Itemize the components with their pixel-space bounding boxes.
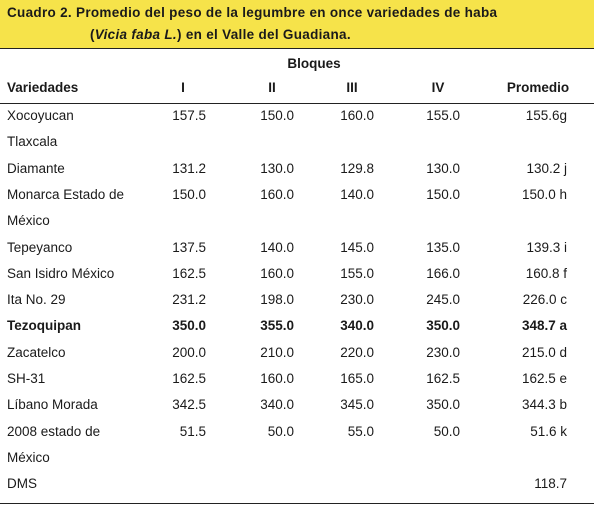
block-4-cell: 350.0 <box>426 397 460 412</box>
variety-cell: Monarca Estado de <box>7 187 125 202</box>
variety-cell: Tlaxcala <box>7 134 58 149</box>
block-4-cell: 50.0 <box>433 424 460 439</box>
top-rule <box>0 48 594 49</box>
promedio-cell: 150.0 h <box>521 187 567 202</box>
caption-line-2-rest: ) en el Valle del Guadiana. <box>176 27 351 42</box>
variety-cell: Tezoquipan <box>7 318 81 333</box>
block-1-cell: 342.5 <box>172 397 206 412</box>
promedio-cell: 139.3 i <box>526 240 567 255</box>
variety-cell: Diamante <box>7 161 65 176</box>
block-3-cell: 340.0 <box>340 318 374 333</box>
promedio-cell: 160.8 f <box>525 266 567 281</box>
block-3-cell: 155.0 <box>340 266 374 281</box>
block-2-cell: 340.0 <box>260 397 294 412</box>
header-rule <box>0 103 594 104</box>
block-3-cell: 345.0 <box>340 397 374 412</box>
caption-line-2: (Vicia faba L.) en el Valle del Guadiana… <box>90 27 351 42</box>
block-1-cell: 137.5 <box>172 240 206 255</box>
block-1-cell: 51.5 <box>179 424 206 439</box>
promedio-cell: 162.5 e <box>521 371 567 386</box>
block-3-cell: 55.0 <box>347 424 374 439</box>
promedio-cell: 155.6g <box>525 108 567 123</box>
block-1-cell: 350.0 <box>172 318 206 333</box>
variety-cell: Xocoyucan <box>7 108 74 123</box>
column-header-variedades: Variedades <box>7 80 79 95</box>
variety-cell: SH-31 <box>7 371 46 386</box>
promedio-cell: 118.7 <box>534 476 567 491</box>
block-1-cell: 200.0 <box>172 345 206 360</box>
promedio-cell: 215.0 d <box>521 345 567 360</box>
variety-cell: México <box>7 450 50 465</box>
variety-cell: Tepeyanco <box>7 240 73 255</box>
variety-cell: Líbano Morada <box>7 397 98 412</box>
block-1-cell: 150.0 <box>172 187 206 202</box>
block-2-cell: 160.0 <box>260 266 294 281</box>
promedio-cell: 226.0 c <box>522 292 567 307</box>
column-header-block-4: IV <box>431 80 445 95</box>
promedio-cell: 130.2 j <box>526 161 567 176</box>
variety-cell: Zacatelco <box>7 345 66 360</box>
promedio-cell: 51.6 k <box>530 424 567 439</box>
table-caption: Cuadro 2. Promedio del peso de la legumb… <box>0 0 594 48</box>
column-header-block-2: II <box>268 80 276 95</box>
block-3-cell: 230.0 <box>340 292 374 307</box>
block-4-cell: 130.0 <box>426 161 460 176</box>
column-header-block-3: III <box>346 80 358 95</box>
block-3-cell: 165.0 <box>340 371 374 386</box>
block-1-cell: 162.5 <box>172 266 206 281</box>
caption-line-1: Cuadro 2. Promedio del peso de la legumb… <box>7 5 498 20</box>
block-3-cell: 160.0 <box>340 108 374 123</box>
block-1-cell: 131.2 <box>172 161 206 176</box>
block-4-cell: 162.5 <box>426 371 460 386</box>
caption-paren-open: ( <box>90 27 95 42</box>
block-2-cell: 150.0 <box>260 108 294 123</box>
variety-cell: San Isidro México <box>7 266 115 281</box>
block-3-cell: 129.8 <box>340 161 374 176</box>
block-3-cell: 220.0 <box>340 345 374 360</box>
caption-species-name: Vicia faba L. <box>94 27 177 42</box>
block-2-cell: 50.0 <box>267 424 294 439</box>
column-header-promedio: Promedio <box>506 80 570 95</box>
block-4-cell: 150.0 <box>426 187 460 202</box>
variety-cell: Ita No. 29 <box>7 292 66 307</box>
group-header-bloques: Bloques <box>287 56 341 71</box>
variety-cell: México <box>7 213 50 228</box>
block-4-cell: 155.0 <box>426 108 460 123</box>
block-2-cell: 160.0 <box>260 371 294 386</box>
block-2-cell: 198.0 <box>260 292 294 307</box>
block-2-cell: 140.0 <box>260 240 294 255</box>
block-4-cell: 245.0 <box>426 292 460 307</box>
block-2-cell: 210.0 <box>260 345 294 360</box>
variety-cell: DMS <box>7 476 37 491</box>
promedio-cell: 348.7 a <box>521 318 567 333</box>
block-1-cell: 162.5 <box>172 371 206 386</box>
block-4-cell: 135.0 <box>426 240 460 255</box>
block-3-cell: 145.0 <box>340 240 374 255</box>
column-header-block-1: I <box>181 80 185 95</box>
promedio-cell: 344.3 b <box>521 397 567 412</box>
block-4-cell: 230.0 <box>426 345 460 360</box>
variety-cell: 2008 estado de <box>7 424 101 439</box>
block-4-cell: 166.0 <box>426 266 460 281</box>
block-2-cell: 160.0 <box>260 187 294 202</box>
block-4-cell: 350.0 <box>426 318 460 333</box>
block-2-cell: 130.0 <box>260 161 294 176</box>
block-3-cell: 140.0 <box>340 187 374 202</box>
block-1-cell: 231.2 <box>172 292 206 307</box>
block-1-cell: 157.5 <box>172 108 206 123</box>
block-2-cell: 355.0 <box>260 318 294 333</box>
bottom-rule <box>0 503 594 504</box>
